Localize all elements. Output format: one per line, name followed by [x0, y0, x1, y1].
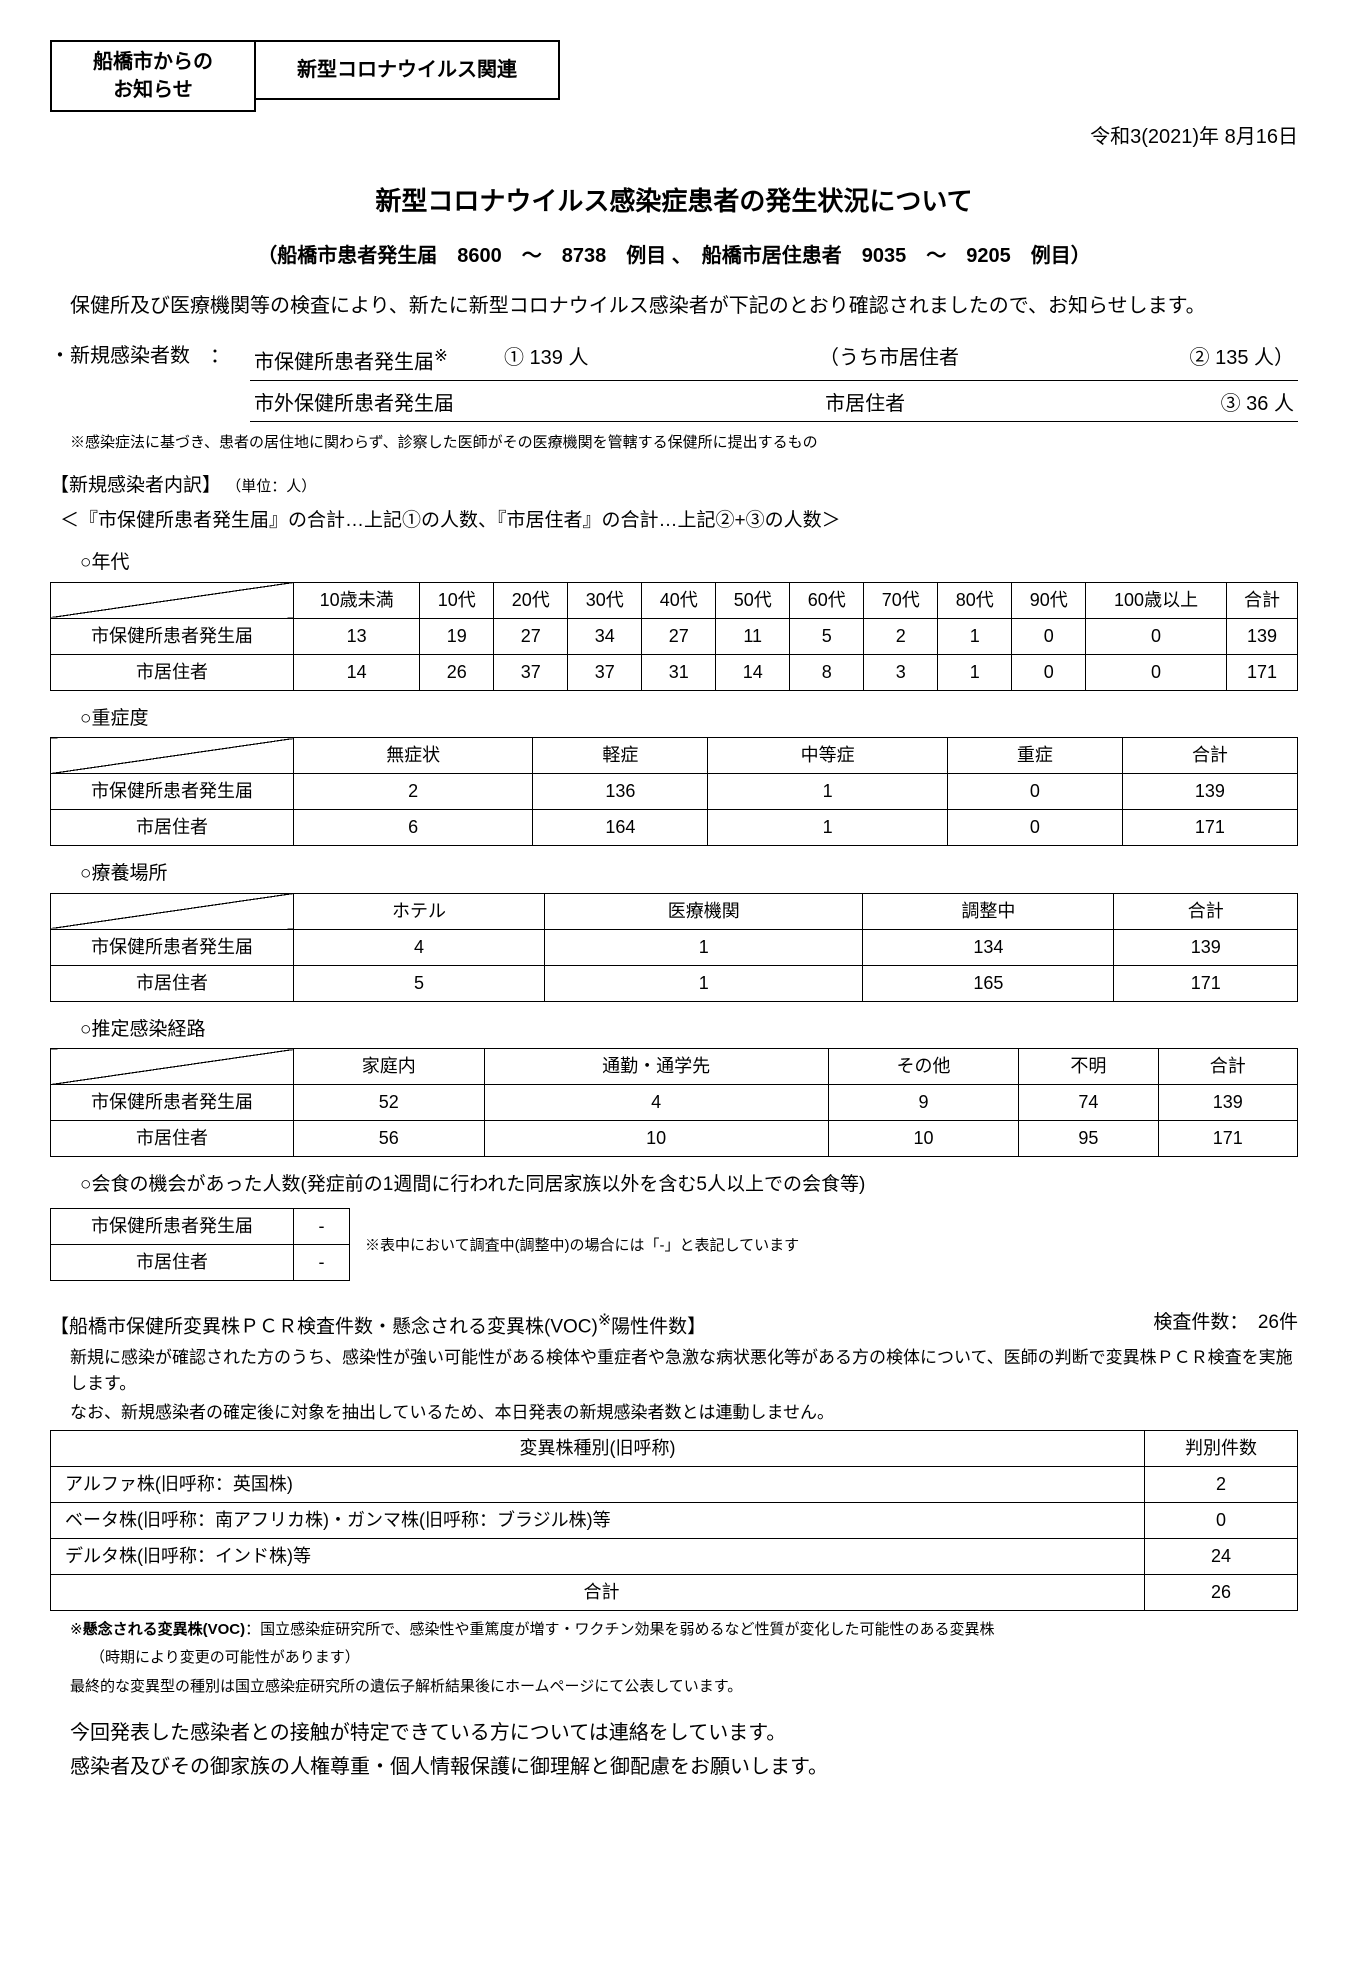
voc-note2: 最終的な変異型の種別は国立感染症研究所の遺伝子解析結果後にホームページにて公表し…: [70, 1676, 1298, 1699]
footnote-kansensho: ※感染症法に基づき、患者の居住地に関わらず、診察した医師がその医療機関を管轄する…: [70, 432, 1298, 455]
route-table: 家庭内通勤・通学先その他不明合計 市保健所患者発生届 524974139 市居住…: [50, 1048, 1298, 1157]
header-boxes: 船橋市からの お知らせ 新型コロナウイルス関連: [50, 40, 1298, 112]
voc-note1: ※懸念される変異株(VOC)：国立感染症研究所で、感染性や重篤度が増す・ワクチン…: [70, 1619, 1298, 1642]
notice-line2: お知らせ: [68, 76, 238, 104]
intro-text: 保健所及び医療機関等の検査により、新たに新型コロナウイルス感染者が下記のとおり確…: [50, 291, 1298, 321]
new-cases-label: ・新規感染者数 ：: [50, 341, 250, 381]
closing-1: 今回発表した感染者との接触が特定できている方については連絡をしています。: [70, 1718, 1298, 1748]
document-date: 令和3(2021)年 8月16日: [50, 122, 1298, 152]
new-cases-row1-source: 市保健所患者発生届※: [250, 341, 500, 381]
age-row-1: 市保健所患者発生届 13192734271152100139: [51, 618, 1298, 654]
new-cases-row2-source: 市外保健所患者発生届: [250, 387, 500, 422]
voc-count: 検査件数： 26件: [1153, 1309, 1298, 1342]
subtitle: （船橋市患者発生届 8600 ～ 8738 例目 、 船橋市居住患者 9035 …: [50, 241, 1298, 271]
page-title: 新型コロナウイルス感染症患者の発生状況について: [50, 182, 1298, 221]
location-table: ホテル医療機関調整中合計 市保健所患者発生届 41134139 市居住者 511…: [50, 893, 1298, 1002]
notice-box-left: 船橋市からの お知らせ: [50, 40, 256, 112]
closing-2: 感染者及びその御家族の人権尊重・個人情報保護に御理解と御配慮をお願いします。: [70, 1752, 1298, 1782]
age-header-row: 10歳未満 10代 20代 30代 40代 50代 60代 70代 80代 90…: [51, 582, 1298, 618]
age-corner: [51, 582, 294, 618]
new-cases-row1-values: ① 139 人 （うち市居住者 ② 135 人）: [500, 341, 1298, 381]
age-title: ○年代: [80, 549, 1298, 578]
voc-table: 変異株種別(旧呼称) 判別件数 アルファ株(旧呼称：英国株)2 ベータ株(旧呼称…: [50, 1430, 1298, 1611]
notice-box-right: 新型コロナウイルス関連: [256, 40, 560, 100]
new-cases-block: ・新規感染者数 ： 市保健所患者発生届※ ① 139 人 （うち市居住者 ② 1…: [50, 341, 1298, 422]
voc-head: 【船橋市保健所変異株ＰＣＲ検査件数・懸念される変異株(VOC)※陽性件数】 検査…: [50, 1309, 1298, 1342]
new-cases-row2-values: 市居住者 ③ 36 人: [500, 387, 1298, 422]
severity-table: 無症状軽症中等症重症合計 市保健所患者発生届 213610139 市居住者 61…: [50, 737, 1298, 846]
age-table: 10歳未満 10代 20代 30代 40代 50代 60代 70代 80代 90…: [50, 582, 1298, 691]
notice-line1: 船橋市からの: [68, 48, 238, 76]
age-row-2: 市居住者 14263737311483100171: [51, 654, 1298, 690]
dining-note: ※表中において調査中(調整中)の場合には「-」と表記しています: [355, 1235, 799, 1258]
voc-text2: なお、新規感染者の確定後に対象を抽出しているため、本日発表の新規感染者数とは連動…: [70, 1400, 1298, 1426]
dining-title: ○会食の機会があった人数(発症前の1週間に行われた同居家族以外を含む5人以上での…: [80, 1171, 1298, 1200]
breakdown-explain: ＜『市保健所患者発生届』の合計…上記①の人数、『市居住者』の合計…上記②+③の人…: [60, 507, 1298, 536]
severity-title: ○重症度: [80, 705, 1298, 734]
breakdown-head: 【新規感染者内訳】 （単位：人）: [50, 472, 1298, 501]
voc-text1: 新規に感染が確認された方のうち、感染性が強い可能性がある検体や重症者や急激な病状…: [70, 1345, 1298, 1396]
dining-table: 市保健所患者発生届- 市居住者-: [50, 1208, 350, 1281]
route-title: ○推定感染経路: [80, 1016, 1298, 1045]
voc-note1-sub: （時期により変更の可能性があります）: [90, 1647, 1298, 1670]
location-title: ○療養場所: [80, 860, 1298, 889]
